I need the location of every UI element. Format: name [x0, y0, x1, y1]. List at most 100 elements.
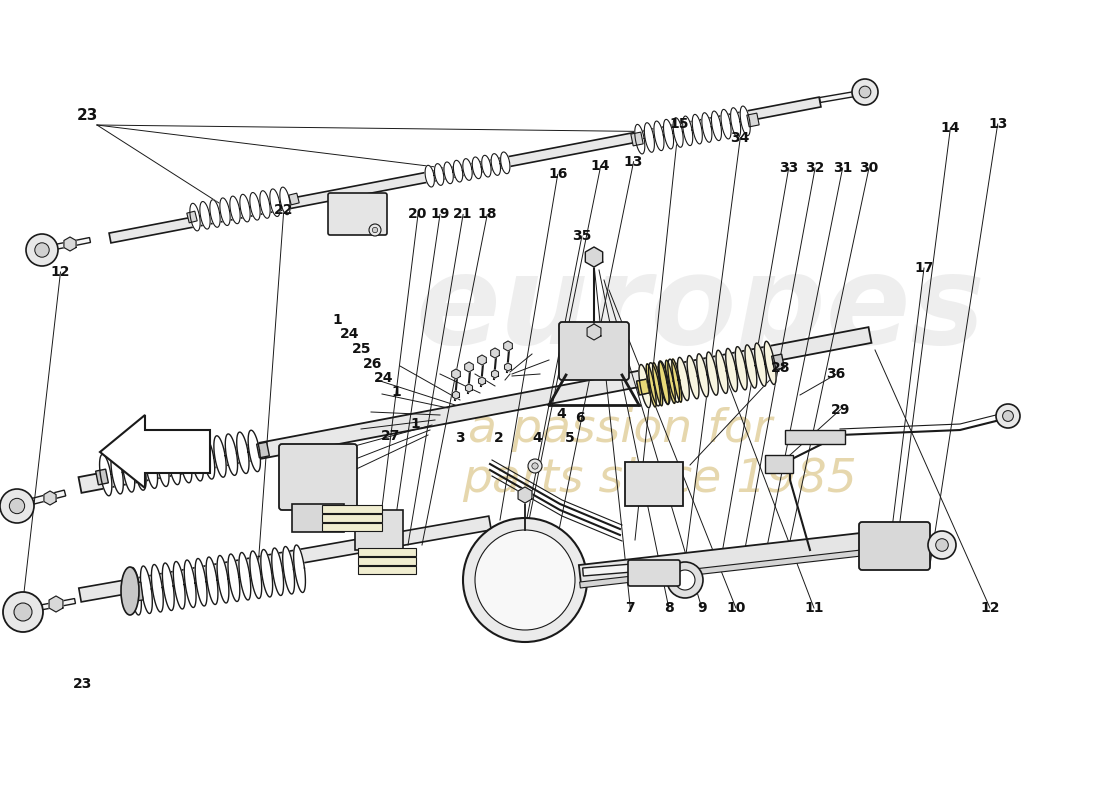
Text: 4: 4 — [532, 430, 541, 445]
Polygon shape — [663, 119, 673, 149]
Polygon shape — [579, 532, 871, 585]
Text: a passion for: a passion for — [468, 407, 772, 453]
Circle shape — [1002, 410, 1013, 422]
Polygon shape — [702, 113, 712, 142]
Polygon shape — [200, 202, 210, 229]
Text: 3: 3 — [455, 430, 464, 445]
Text: 20: 20 — [408, 207, 428, 222]
FancyBboxPatch shape — [559, 322, 629, 380]
Polygon shape — [100, 415, 210, 488]
Polygon shape — [122, 450, 134, 492]
Text: 12: 12 — [980, 601, 1000, 615]
FancyBboxPatch shape — [358, 557, 416, 565]
Polygon shape — [206, 557, 218, 605]
FancyBboxPatch shape — [625, 462, 683, 506]
Text: 12: 12 — [51, 265, 70, 279]
Text: 25: 25 — [352, 342, 372, 356]
Circle shape — [675, 570, 695, 590]
Polygon shape — [726, 349, 737, 392]
Polygon shape — [226, 434, 238, 475]
Text: 36: 36 — [826, 367, 846, 382]
Polygon shape — [646, 364, 657, 407]
Polygon shape — [185, 560, 196, 607]
Text: 2: 2 — [494, 430, 503, 445]
Polygon shape — [79, 516, 492, 602]
FancyBboxPatch shape — [322, 523, 382, 531]
Polygon shape — [492, 154, 500, 175]
Polygon shape — [464, 362, 473, 372]
Polygon shape — [141, 566, 152, 614]
Text: 32: 32 — [805, 161, 825, 175]
Polygon shape — [240, 194, 250, 222]
FancyBboxPatch shape — [628, 560, 680, 586]
Polygon shape — [635, 125, 645, 154]
Polygon shape — [585, 247, 603, 267]
FancyBboxPatch shape — [322, 514, 382, 522]
Text: 26: 26 — [363, 357, 383, 371]
FancyBboxPatch shape — [785, 430, 845, 444]
Polygon shape — [463, 158, 472, 180]
Polygon shape — [152, 565, 163, 612]
Polygon shape — [453, 160, 463, 182]
Polygon shape — [179, 442, 191, 483]
Polygon shape — [270, 189, 280, 217]
Polygon shape — [696, 354, 708, 397]
Polygon shape — [630, 132, 644, 146]
FancyBboxPatch shape — [764, 455, 793, 473]
Polygon shape — [217, 555, 229, 603]
Polygon shape — [37, 598, 76, 610]
Polygon shape — [250, 551, 262, 598]
Polygon shape — [637, 379, 649, 395]
Text: 13: 13 — [988, 117, 1008, 131]
FancyBboxPatch shape — [279, 444, 358, 510]
Polygon shape — [477, 355, 486, 365]
Circle shape — [26, 234, 58, 266]
Text: 22: 22 — [274, 202, 294, 217]
Polygon shape — [236, 432, 249, 474]
Polygon shape — [220, 198, 230, 226]
Polygon shape — [249, 430, 261, 472]
Polygon shape — [50, 596, 63, 612]
Polygon shape — [587, 324, 601, 340]
Text: 8: 8 — [664, 601, 673, 615]
Polygon shape — [78, 327, 871, 493]
Text: 1: 1 — [411, 417, 420, 431]
Polygon shape — [260, 190, 271, 218]
Polygon shape — [482, 155, 491, 177]
Polygon shape — [500, 152, 510, 174]
Polygon shape — [668, 359, 680, 402]
Polygon shape — [504, 341, 513, 351]
Circle shape — [9, 498, 24, 514]
Polygon shape — [191, 439, 204, 481]
Polygon shape — [666, 360, 675, 403]
Polygon shape — [187, 211, 197, 223]
Polygon shape — [716, 350, 728, 394]
Polygon shape — [283, 546, 295, 594]
Polygon shape — [692, 114, 702, 144]
Polygon shape — [55, 238, 90, 250]
Text: 28: 28 — [771, 361, 791, 375]
Polygon shape — [202, 438, 215, 479]
Circle shape — [859, 86, 871, 98]
Polygon shape — [712, 111, 722, 141]
FancyBboxPatch shape — [328, 193, 387, 235]
Circle shape — [0, 489, 34, 523]
Text: 11: 11 — [804, 601, 824, 615]
Ellipse shape — [121, 567, 139, 615]
Polygon shape — [213, 436, 227, 478]
Polygon shape — [720, 110, 732, 139]
FancyBboxPatch shape — [358, 548, 416, 556]
Polygon shape — [730, 108, 740, 138]
Circle shape — [532, 463, 538, 469]
Polygon shape — [230, 196, 240, 224]
Polygon shape — [637, 379, 649, 395]
Polygon shape — [100, 454, 112, 496]
Polygon shape — [645, 122, 654, 152]
Polygon shape — [735, 346, 747, 390]
Polygon shape — [472, 157, 482, 178]
Circle shape — [3, 592, 43, 632]
FancyBboxPatch shape — [322, 505, 382, 513]
Polygon shape — [659, 362, 669, 405]
Polygon shape — [745, 345, 757, 388]
Polygon shape — [239, 553, 251, 600]
